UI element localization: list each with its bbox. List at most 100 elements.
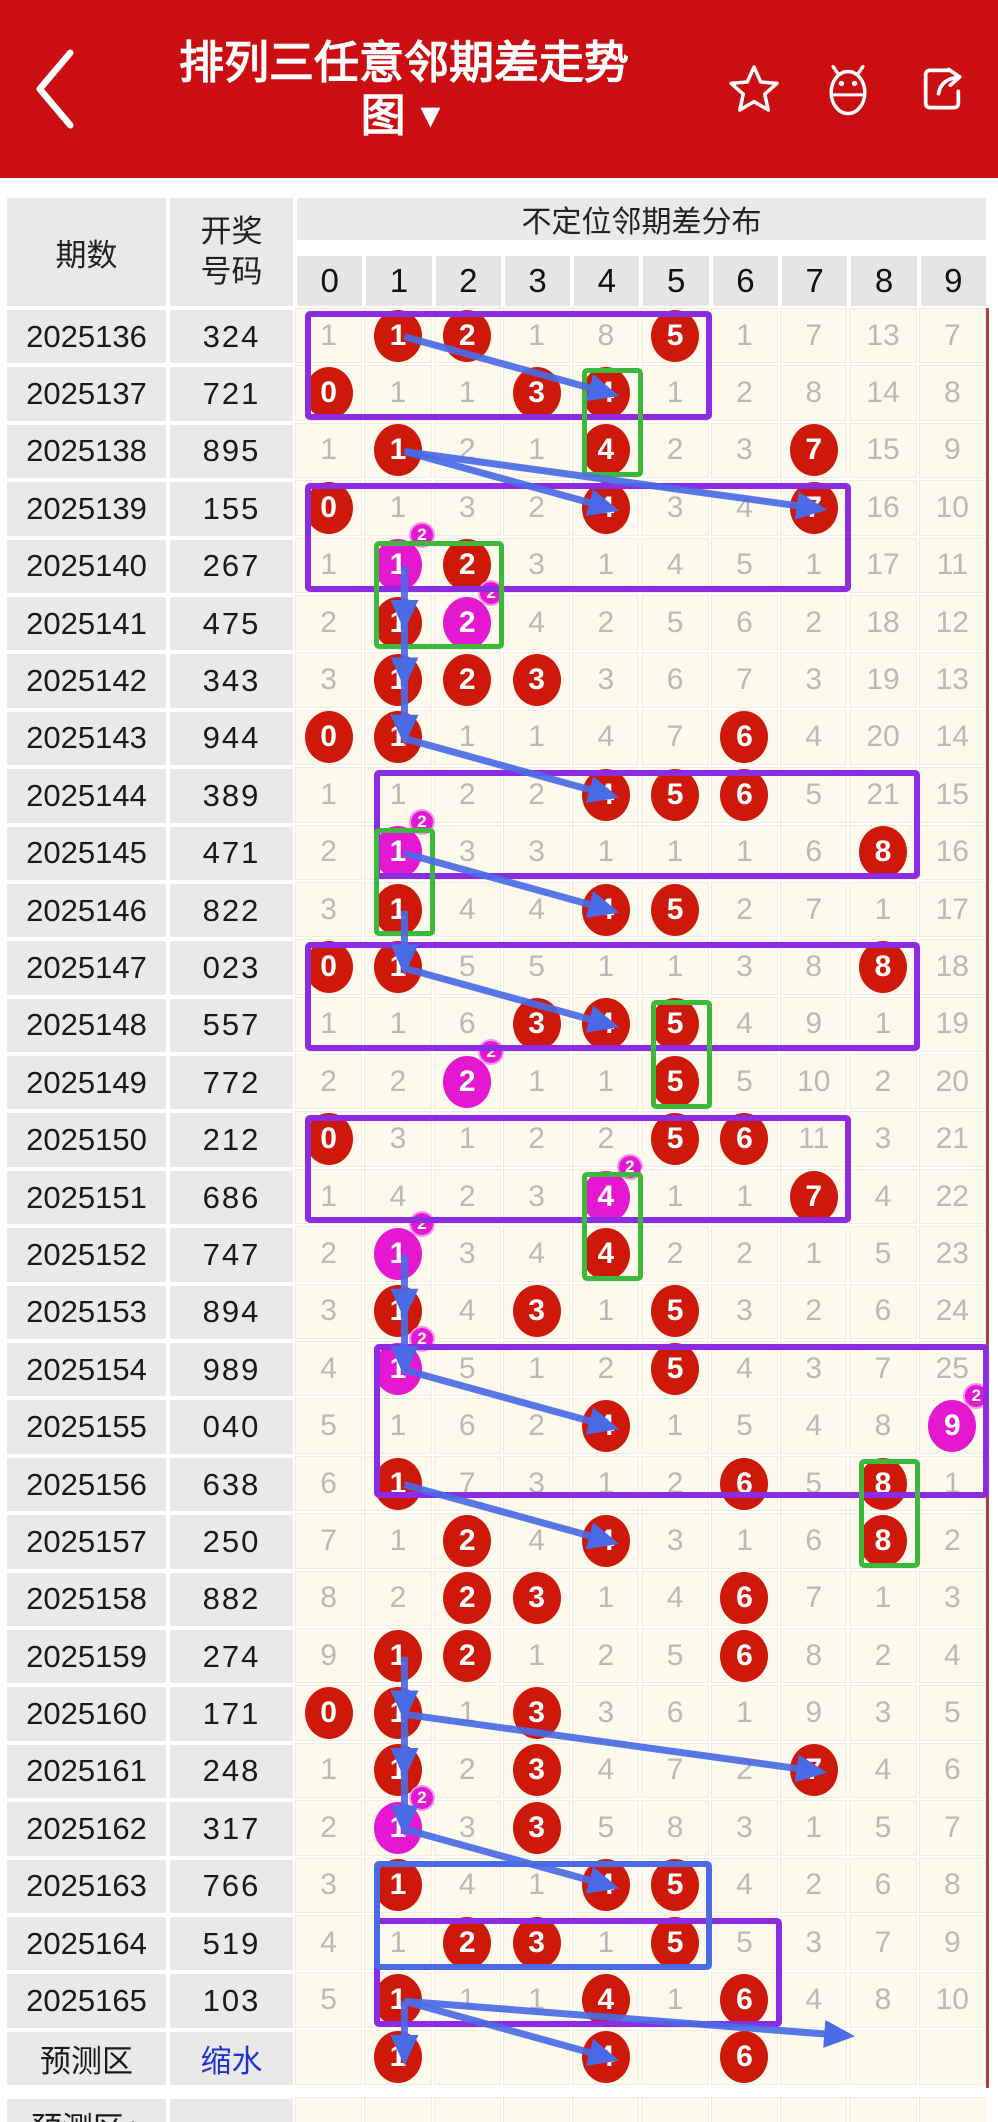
- share-icon[interactable]: [914, 61, 970, 117]
- grid-cell: 8: [780, 939, 850, 997]
- miss-count: 6: [666, 1696, 684, 1730]
- miss-count: 8: [874, 1983, 892, 2017]
- table-row: 2025145 471 2 1 2 3 3 1 1 1 6 8 16: [5, 809, 993, 882]
- miss-count: 1: [389, 1409, 407, 1443]
- miss-count: 1: [597, 835, 615, 869]
- digit-header-5: 5: [641, 254, 711, 308]
- miss-count: 14: [935, 720, 969, 754]
- period-cell: 2025151: [5, 1168, 168, 1227]
- grid-cell: 1: [502, 422, 573, 481]
- header-actions: [698, 61, 998, 117]
- grid-cell: 3: [780, 1341, 850, 1399]
- number-ball-red: 2: [443, 1514, 492, 1567]
- grid-cell: 1: [364, 1914, 434, 1973]
- period-cell: 2025137: [5, 365, 168, 423]
- miss-count: 8: [805, 1638, 823, 1672]
- android-icon[interactable]: [820, 61, 876, 117]
- number-ball-red: 5: [651, 768, 700, 821]
- draw-code-cell: 103: [168, 1972, 295, 2030]
- grid-cell: 1: [295, 537, 365, 595]
- grid-cell: 2: [780, 1857, 850, 1915]
- miss-count: 2: [528, 1122, 545, 1156]
- miss-count: 16: [866, 490, 900, 524]
- miss-count: 5: [736, 1925, 753, 1959]
- grid-cell: 1: [641, 1398, 711, 1456]
- grid-cell: 2: [572, 1341, 642, 1399]
- miss-count: 2: [320, 835, 337, 869]
- miss-count: 1: [666, 1983, 684, 2017]
- miss-count: 4: [736, 1868, 753, 1902]
- shrink-link[interactable]: 缩水: [168, 2029, 295, 2088]
- grid-cell: 1: [364, 939, 434, 997]
- grid-cell: 2: [295, 594, 365, 653]
- miss-count: 8: [943, 1868, 961, 1902]
- miss-count: 2: [528, 777, 545, 811]
- miss-count: 1: [528, 433, 545, 467]
- grid-cell: 1: [641, 1972, 711, 2030]
- grid-cell: 1: [572, 537, 642, 595]
- grid-cell: 2: [641, 422, 711, 481]
- grid-cell: 1: [295, 1742, 365, 1801]
- miss-count: 5: [458, 1351, 476, 1385]
- grid-cell: 2: [433, 422, 503, 481]
- miss-count: 1: [666, 835, 684, 869]
- grid-cell: 8: [780, 365, 850, 423]
- miss-count: 7: [943, 318, 961, 352]
- miss-count: 4: [943, 1638, 961, 1672]
- number-ball-red: 4: [581, 768, 630, 821]
- grid-cell: 1: [364, 422, 434, 481]
- period-cell: 2025150: [5, 1111, 168, 1169]
- miss-count: 2: [736, 376, 753, 410]
- miss-count: 18: [866, 605, 900, 639]
- repeat-count-badge: 2: [616, 1153, 643, 1180]
- miss-count: 2: [597, 1638, 615, 1672]
- miss-count: 9: [805, 1696, 823, 1730]
- miss-count: 4: [320, 1351, 337, 1385]
- grid-cell: 13: [849, 308, 919, 366]
- grid-cell: [641, 2097, 711, 2122]
- miss-count: 4: [528, 1236, 545, 1270]
- distribution-group-header: 不定位邻期差分布: [295, 196, 988, 242]
- number-ball-red: 2: [443, 654, 492, 707]
- period-cell: 2025160: [5, 1685, 168, 1743]
- digit-header-8: 8: [849, 254, 919, 308]
- number-ball-red: 3: [512, 1801, 561, 1854]
- grid-cell: 4: [572, 1742, 642, 1801]
- grid-cell: 1: [433, 709, 503, 768]
- grid-cell: 7: [849, 1914, 919, 1973]
- miss-count: 4: [666, 548, 684, 582]
- grid-cell: 19: [918, 996, 988, 1055]
- grid-cell: 6: [849, 1857, 919, 1915]
- draw-code-cell: 721: [168, 365, 295, 423]
- grid-cell: 5: [295, 1972, 365, 2030]
- table-row: 2025139 155 0 1 3 2 4 3 4 7 16 10: [5, 480, 993, 538]
- grid-cell: 10: [918, 480, 988, 538]
- miss-count: 4: [805, 1409, 823, 1443]
- favorite-star-icon[interactable]: [726, 61, 782, 117]
- miss-count: 4: [597, 720, 615, 754]
- period-cell: 2025153: [5, 1283, 168, 1342]
- draw-code-cell: 274: [168, 1627, 295, 1686]
- number-ball-red: 6: [720, 1974, 769, 2027]
- grid-cell: 3: [502, 1742, 573, 1801]
- table-row: 预测区 缩水 1 4 6: [5, 2029, 993, 2088]
- page-title-dropdown[interactable]: 排列三任意邻期差走势 图 ▼: [110, 36, 698, 143]
- miss-count: 2: [666, 1466, 684, 1500]
- grid-cell: [433, 2097, 503, 2122]
- grid-cell: 3: [710, 1800, 781, 1858]
- grid-cell: [572, 2097, 642, 2122]
- back-button[interactable]: [0, 0, 110, 178]
- miss-count: 1: [458, 1983, 476, 2017]
- miss-count: 1: [528, 1638, 545, 1672]
- miss-count: 4: [389, 1179, 407, 1213]
- repeat-count-badge: 2: [408, 522, 435, 549]
- grid-cell: 4: [502, 594, 573, 653]
- grid-cell: 6: [780, 1513, 850, 1571]
- grid-cell: 8: [849, 824, 919, 882]
- grid-cell: 3: [502, 1570, 573, 1628]
- period-cell: 2025144: [5, 767, 168, 825]
- miss-count: 19: [866, 663, 900, 697]
- miss-count: 4: [528, 892, 545, 926]
- grid-cell: 7: [780, 422, 850, 481]
